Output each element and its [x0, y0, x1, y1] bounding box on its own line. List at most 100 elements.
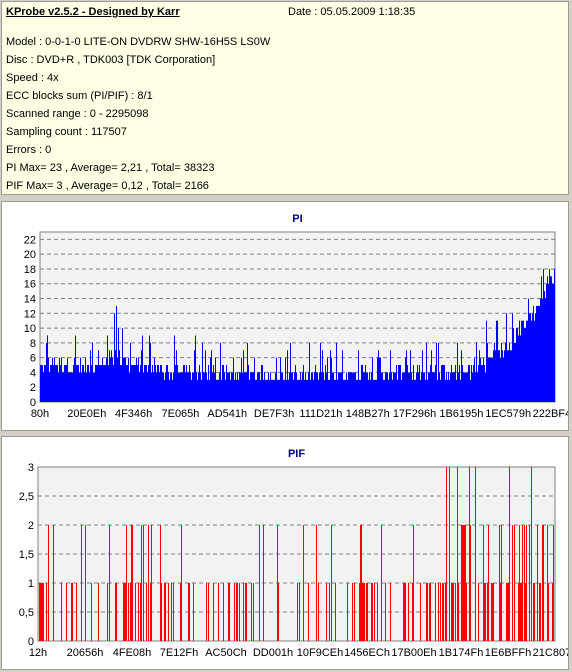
pi-bar — [216, 379, 217, 402]
pif-bar — [525, 583, 526, 641]
x-tick-label: 17F296h — [393, 408, 436, 420]
pi-bar — [191, 379, 192, 402]
pif-bar — [263, 525, 264, 641]
pi-bar — [254, 357, 255, 402]
pi-bar — [440, 379, 441, 402]
pi-bar — [476, 342, 477, 402]
pi-bar — [349, 372, 350, 402]
pi-bar — [278, 379, 279, 402]
pif-bar — [245, 583, 246, 641]
pi-bar — [205, 350, 206, 402]
x-tick-label: 111D21h — [299, 408, 342, 420]
pif-bar — [405, 583, 406, 641]
pi-bar — [546, 283, 547, 402]
pi-bar — [314, 372, 315, 402]
pi-bar — [178, 372, 179, 402]
pi-bar — [62, 372, 63, 402]
pif-bar — [359, 583, 360, 641]
pi-bar — [124, 357, 125, 402]
pi-bar — [298, 379, 299, 402]
pif-bar — [478, 583, 479, 641]
pi-bar — [128, 357, 129, 402]
pif-bar — [208, 583, 209, 641]
pi-bar — [219, 372, 220, 402]
pi-bar — [59, 357, 60, 402]
pi-bar — [401, 379, 402, 402]
pi-bar — [533, 305, 534, 402]
pi-bar — [72, 372, 73, 402]
pif-bar — [229, 583, 230, 641]
pi-bar — [289, 372, 290, 402]
pi-bar — [542, 298, 543, 402]
pi-bar — [426, 342, 427, 402]
pi-bar — [327, 357, 328, 402]
pi-bar — [453, 372, 454, 402]
pi-bar — [197, 379, 198, 402]
pi-bar — [79, 372, 80, 402]
pi-bar — [505, 342, 506, 402]
pi-bar — [430, 365, 431, 402]
x-tick-label: 7E12Fh — [160, 647, 199, 659]
pi-bar — [348, 372, 349, 402]
pi-bar — [226, 365, 227, 402]
pif-bar — [438, 583, 439, 641]
x-tick-label: AD541h — [207, 408, 247, 420]
chart-title: PIF — [288, 448, 305, 460]
pi-bar — [114, 313, 115, 402]
pi-bar — [160, 365, 161, 402]
sampling-line: Sampling count : 117507 — [6, 126, 127, 138]
pi-bar — [44, 365, 45, 402]
pi-bar — [201, 379, 202, 402]
pi-bar — [81, 372, 82, 402]
pi-bar — [150, 342, 151, 402]
pi-bar — [545, 298, 546, 402]
y-tick-label: 12 — [24, 308, 36, 320]
pi-bar — [415, 379, 416, 402]
pi-bar — [312, 372, 313, 402]
pi-bar — [164, 379, 165, 402]
pif-bar — [533, 583, 534, 641]
pif-bar — [420, 583, 421, 641]
pi-bar — [196, 372, 197, 402]
pi-bar — [271, 379, 272, 402]
pi-bar — [202, 342, 203, 402]
pi-bar — [455, 365, 456, 402]
pi-bar — [407, 365, 408, 402]
pi-bar — [450, 372, 451, 402]
pi-bar — [354, 372, 355, 402]
pif-bar — [40, 583, 41, 641]
pi-bar — [249, 379, 250, 402]
pi-bar — [125, 357, 126, 402]
pi-bar — [147, 372, 148, 402]
pif-bar — [463, 525, 464, 641]
pif-bar — [367, 583, 368, 641]
x-tick-label: 1E6BFFh — [485, 647, 531, 659]
pif-bar — [125, 583, 126, 641]
pi-bar — [210, 357, 211, 402]
pi-bar — [100, 365, 101, 402]
pi-bar — [74, 357, 75, 402]
pi-bar — [266, 379, 267, 402]
pi-bar — [530, 313, 531, 402]
chart-title: PI — [292, 213, 302, 225]
pi-bar — [151, 372, 152, 402]
pi-bar — [222, 365, 223, 402]
pi-bar — [425, 379, 426, 402]
pi-bar — [251, 372, 252, 402]
pif-bar — [116, 583, 117, 641]
pi-bar — [423, 372, 424, 402]
pif-bar — [259, 525, 260, 641]
pif-bar — [547, 525, 548, 641]
pi-bar — [377, 357, 378, 402]
pi-bar — [224, 372, 225, 402]
pif-bar — [138, 583, 139, 641]
pi-bar — [121, 365, 122, 402]
pi-bar — [53, 365, 54, 402]
pi-bar — [56, 365, 57, 402]
pi-bar — [403, 372, 404, 402]
pi-bar — [538, 305, 539, 402]
pi-bar — [391, 372, 392, 402]
pi-bar — [460, 379, 461, 402]
pi-bar — [324, 379, 325, 402]
pif-bar — [488, 525, 489, 641]
